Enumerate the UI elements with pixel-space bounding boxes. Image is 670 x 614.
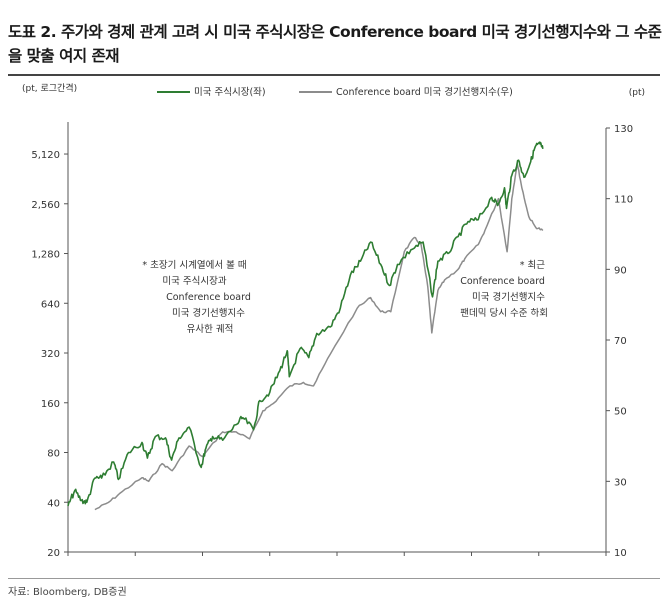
left-tick-label: 160 <box>41 399 60 410</box>
left-axis-unit: (pt, 로그간격) <box>22 82 77 94</box>
x-tick-label: 1985 <box>257 559 282 560</box>
annotation-left-line: 미국 경기선행지수 <box>172 307 245 319</box>
right-tick-label: 10 <box>614 548 627 559</box>
left-tick-label: 320 <box>41 349 60 360</box>
right-tick-label: 130 <box>614 124 633 135</box>
legend-stock-label: 미국 주식시장(좌) <box>194 87 266 98</box>
right-tick-label: 70 <box>614 336 627 347</box>
left-tick-label: 40 <box>47 498 60 509</box>
annotation-left: * 초장기 시계열에서 볼 때 미국 주식시장과 Conference boar… <box>142 259 254 335</box>
annotation-right: * 최근 Conference board 미국 경기선행지수 팬데믹 당시 수… <box>460 260 548 319</box>
title-underline <box>8 74 660 76</box>
annotation-left-line: 유사한 궤적 <box>187 323 234 335</box>
x-tick-label: 1975 <box>190 559 215 560</box>
left-tick-label: 2,560 <box>31 200 60 211</box>
legend-lei-label: Conference board 미국 경기선행지수(우) <box>336 86 513 98</box>
stock-series-line <box>67 141 544 507</box>
annotation-right-line: 팬데믹 당시 수준 하회 <box>460 307 548 319</box>
annotation-right-line: * 최근 <box>520 260 546 271</box>
chart-title: 도표 2. 주가와 경제 관계 고려 시 미국 주식시장은 Conference… <box>8 23 662 65</box>
x-tick-label: 1955 <box>55 559 80 560</box>
left-tick-label: 1,280 <box>31 250 60 261</box>
x-tick-label: 1965 <box>123 559 148 560</box>
annotation-right-line: 미국 경기선행지수 <box>472 291 545 303</box>
annotation-left-line: * 초장기 시계열에서 볼 때 <box>142 259 246 271</box>
x-tick-label: 2025 <box>526 559 551 560</box>
lei-series-line <box>94 162 544 511</box>
right-tick-label: 30 <box>614 477 627 488</box>
left-tick-label: 80 <box>47 449 60 460</box>
x-tick-label: 2035 <box>593 559 618 560</box>
source-divider <box>8 578 660 579</box>
left-tick-label: 640 <box>41 299 60 310</box>
right-tick-label: 90 <box>614 265 627 276</box>
x-tick-label: 2005 <box>392 559 417 560</box>
x-tick-label: 1995 <box>324 559 349 560</box>
annotation-left-line: 미국 주식시장과 <box>162 276 226 287</box>
source-note: 자료: Bloomberg, DB증권 <box>8 587 127 598</box>
chart: (pt, 로그간격) (pt) 미국 주식시장(좌) Conference bo… <box>22 82 645 560</box>
annotation-left-line: Conference board <box>166 292 251 303</box>
x-tick-label: 2015 <box>459 559 484 560</box>
annotation-right-line: Conference board <box>460 276 545 287</box>
right-tick-label: 110 <box>614 195 633 206</box>
left-tick-label: 5,120 <box>31 150 60 161</box>
right-axis-unit: (pt) <box>629 88 645 98</box>
left-tick-label: 20 <box>47 548 60 559</box>
right-tick-label: 50 <box>614 407 627 418</box>
